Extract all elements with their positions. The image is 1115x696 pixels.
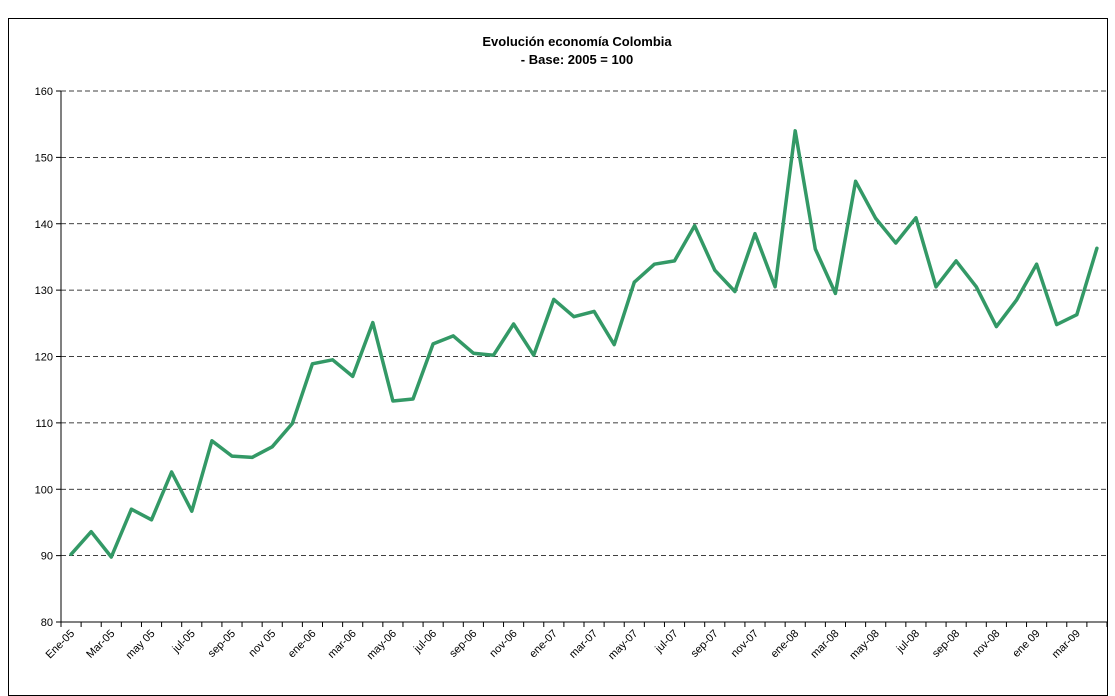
- x-tick-label: nov-07: [729, 628, 761, 660]
- data-point: [210, 439, 214, 443]
- y-tick-label: 120: [35, 352, 53, 364]
- data-point: [813, 247, 817, 251]
- data-point: [833, 291, 837, 295]
- x-tick-label: Mar-05: [84, 628, 117, 661]
- x-tick-label: nov 05: [246, 628, 278, 660]
- x-tick-label: may-07: [606, 628, 640, 662]
- x-tick-label: may-06: [365, 628, 399, 662]
- y-tick-label: 110: [35, 418, 53, 430]
- data-point: [69, 552, 73, 556]
- series-line: [69, 129, 1099, 559]
- x-tick-label: mar-08: [808, 628, 841, 661]
- data-point: [773, 285, 777, 289]
- x-tick-label: nov-08: [970, 628, 1002, 660]
- data-point: [351, 374, 355, 378]
- data-point: [693, 224, 697, 228]
- data-point: [150, 518, 154, 522]
- y-tick-label: 140: [35, 219, 53, 231]
- data-point: [250, 455, 254, 459]
- data-point: [129, 507, 133, 511]
- data-point: [994, 325, 998, 329]
- data-point: [230, 454, 234, 458]
- data-point: [713, 268, 717, 272]
- x-tick-label: jul-08: [894, 628, 922, 656]
- data-point: [532, 353, 536, 357]
- data-point: [894, 241, 898, 245]
- data-point: [954, 259, 958, 263]
- data-point: [1075, 313, 1079, 317]
- x-tick-label: sep-08: [930, 628, 962, 660]
- line-chart: Evolución economía Colombia - Base: 2005…: [35, 34, 1107, 662]
- data-point: [652, 262, 656, 266]
- data-point: [331, 358, 335, 362]
- data-point: [451, 334, 455, 338]
- data-point: [572, 315, 576, 319]
- data-point: [673, 259, 677, 263]
- data-point: [793, 129, 797, 133]
- x-tick-label: ene-06: [286, 628, 319, 661]
- series-layer: [69, 129, 1099, 559]
- y-tick-label: 150: [35, 152, 53, 164]
- y-tick-label: 160: [35, 86, 53, 98]
- data-point: [934, 285, 938, 289]
- data-point: [1095, 246, 1099, 250]
- data-point: [914, 216, 918, 220]
- data-point: [471, 351, 475, 355]
- data-point: [733, 289, 737, 293]
- data-point: [411, 397, 415, 401]
- data-point: [592, 309, 596, 313]
- data-point: [753, 232, 757, 236]
- x-tick-label: sep-06: [447, 628, 479, 660]
- data-point: [89, 530, 93, 534]
- data-point: [854, 179, 858, 183]
- y-axis-ticks: 80 90 100 110 120 130 140 150 160: [35, 86, 61, 629]
- chart-subtitle: - Base: 2005 = 100: [521, 52, 633, 67]
- data-point: [431, 342, 435, 346]
- x-tick-label: jul-05: [170, 628, 198, 656]
- x-tick-label: sep-07: [689, 628, 721, 660]
- data-point: [109, 555, 113, 559]
- x-tick-label: Ene-05: [44, 628, 78, 662]
- x-tick-label: nov-06: [487, 628, 519, 660]
- data-point: [1035, 262, 1039, 266]
- data-point: [190, 509, 194, 513]
- y-tick-label: 80: [41, 617, 53, 629]
- data-point: [974, 285, 978, 289]
- x-tick-label: may 05: [124, 628, 158, 662]
- x-tick-label: jul-06: [411, 628, 439, 656]
- x-tick-label: mar-07: [567, 628, 600, 661]
- x-tick-label: may-08: [847, 628, 881, 662]
- data-point: [391, 399, 395, 403]
- x-tick-label: jul-07: [652, 628, 680, 656]
- y-tick-label: 90: [41, 551, 53, 563]
- gridlines: [61, 90, 1107, 557]
- x-tick-label: mar-06: [326, 628, 359, 661]
- data-point: [552, 297, 556, 301]
- data-point: [632, 280, 636, 284]
- x-tick-label: mar-09: [1050, 628, 1083, 661]
- data-point: [1014, 298, 1018, 302]
- data-point: [491, 353, 495, 357]
- data-point: [1055, 323, 1059, 327]
- y-tick-label: 130: [35, 285, 53, 297]
- data-point: [170, 470, 174, 474]
- x-tick-label: sep-05: [206, 628, 238, 660]
- data-point: [290, 422, 294, 426]
- chart-area: Evolución economía Colombia - Base: 2005…: [8, 18, 1108, 696]
- data-point: [310, 362, 314, 366]
- data-point: [371, 321, 375, 325]
- data-point: [270, 445, 274, 449]
- chart-title: Evolución economía Colombia: [482, 34, 672, 49]
- y-tick-label: 100: [35, 484, 53, 496]
- x-tick-label: ene-08: [769, 628, 802, 661]
- x-tick-label: ene 09: [1010, 628, 1042, 660]
- x-tick-label: ene-07: [527, 628, 560, 661]
- data-point: [874, 216, 878, 220]
- x-axis-ticks: Ene-05 Mar-05 may 05 jul-05 sep-05 nov 05 ene-…: [44, 622, 1107, 662]
- data-point: [512, 322, 516, 326]
- data-point: [612, 343, 616, 347]
